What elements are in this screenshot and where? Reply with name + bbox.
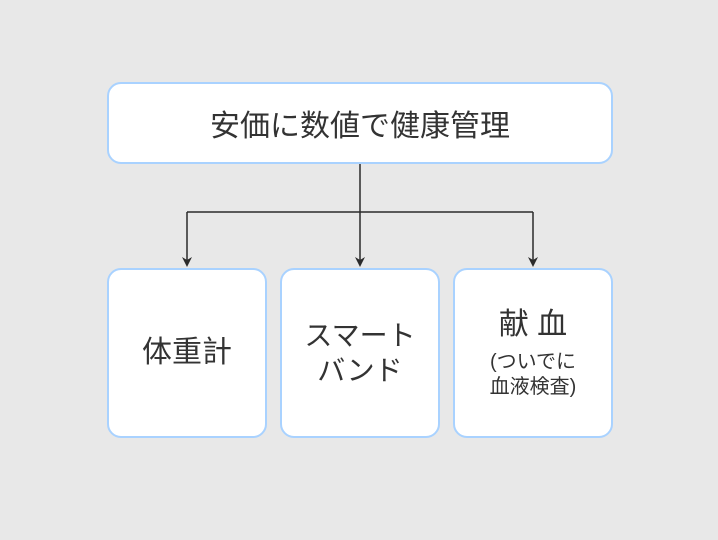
root-label: 安価に数値で健康管理 <box>210 101 510 145</box>
root-node: 安価に数値で健康管理 <box>107 82 613 164</box>
diagram-stage: 安価に数値で健康管理 体重計 スマート バンド 献 血 (ついでに 血液検査) <box>0 0 718 540</box>
child-subtext-line2: 血液検査) <box>490 375 577 400</box>
child-label-smartband: スマート バンド <box>304 318 415 388</box>
child-node-smartband: スマート バンド <box>280 268 440 438</box>
child-label-blooddonation: 献 血 (ついでに 血液検査) <box>490 306 577 400</box>
child-node-scale: 体重計 <box>107 268 267 438</box>
child-subtext-line1: (ついでに <box>490 350 576 375</box>
child-node-blooddonation: 献 血 (ついでに 血液検査) <box>453 268 613 438</box>
child-label-scale: 体重計 <box>142 334 232 372</box>
